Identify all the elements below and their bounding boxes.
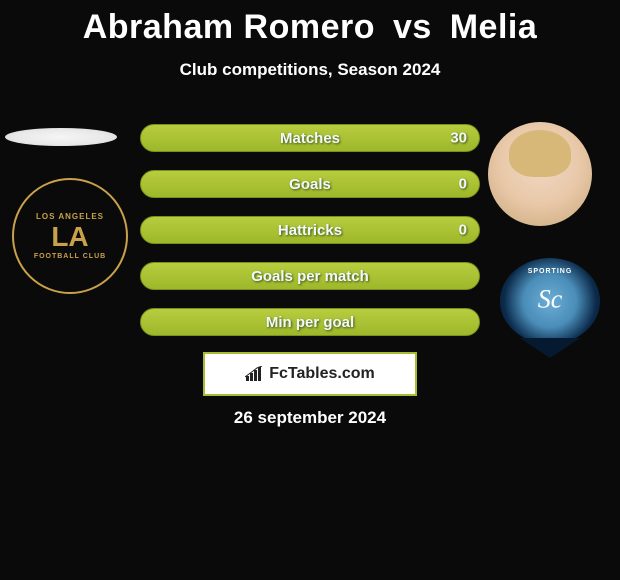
stat-right-value: 0 [459,176,467,193]
player2-name: Melia [450,8,538,46]
stat-label: Goals [289,176,331,193]
stat-row-goals-per-match: Goals per match [140,262,480,290]
comparison-card: Abraham Romero vs Melia Club competition… [0,0,620,580]
page-title: Abraham Romero vs Melia [0,8,620,47]
subtitle: Club competitions, Season 2024 [0,60,620,80]
brand-text: FcTables.com [269,365,375,383]
stat-row-matches: Matches 30 [140,124,480,152]
player1-club-logo: LOS ANGELES LA FOOTBALL CLUB [12,178,128,294]
club-left-top-text: LOS ANGELES [34,212,106,221]
club-left-bottom-text: FOOTBALL CLUB [34,253,106,260]
bar-chart-icon [245,366,265,382]
brand-box[interactable]: FcTables.com [203,352,417,396]
player2-avatar [488,122,592,226]
stat-right-value: 30 [450,130,467,147]
stat-right-value: 0 [459,222,467,239]
stats-bars: Matches 30 Goals 0 Hattricks 0 Goals per… [140,124,480,354]
stat-label: Goals per match [251,268,369,285]
stat-label: Hattricks [278,222,342,239]
date-label: 26 september 2024 [0,408,620,428]
stat-label: Min per goal [266,314,354,331]
club-left-inner: LOS ANGELES LA FOOTBALL CLUB [34,212,106,260]
stat-row-hattricks: Hattricks 0 [140,216,480,244]
player1-name: Abraham Romero [83,8,375,46]
player1-avatar [5,128,117,146]
player2-club-logo: SPORTING Sc [500,258,600,344]
club-right-logo-text: Sc [538,285,563,315]
stat-row-goals: Goals 0 [140,170,480,198]
vs-label: vs [393,8,432,46]
stat-label: Matches [280,130,340,147]
club-left-logo-text: LA [34,223,106,251]
stat-row-min-per-goal: Min per goal [140,308,480,336]
club-right-top-text: SPORTING [528,268,573,275]
